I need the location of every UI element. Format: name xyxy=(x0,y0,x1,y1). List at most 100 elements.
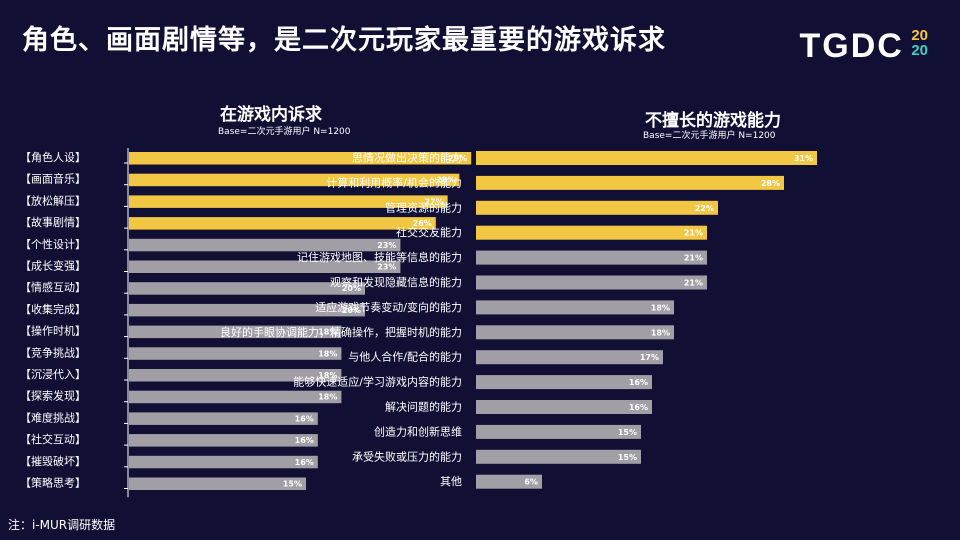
left-bar xyxy=(129,347,342,360)
left-value-label: 23% xyxy=(377,263,396,272)
page-title: 角色、画面剧情等，是二次元玩家最重要的游戏诉求 xyxy=(22,25,666,56)
right-value-label: 18% xyxy=(651,303,670,312)
left-category-label: 【放松解压】 xyxy=(20,193,86,207)
right-category-label: 承受失败或压力的能力 xyxy=(352,449,462,463)
left-bar xyxy=(129,260,401,273)
left-bar xyxy=(129,412,318,425)
left-value-label: 18% xyxy=(318,393,337,402)
right-value-label: 15% xyxy=(618,453,637,462)
right-value-label: 17% xyxy=(640,353,659,362)
right-category-label: 社交交友能力 xyxy=(396,225,462,239)
right-bar xyxy=(476,175,784,190)
left-value-label: 16% xyxy=(295,458,314,467)
left-chart-title: 在游戏内诉求 xyxy=(220,105,322,125)
right-value-label: 28% xyxy=(761,179,780,188)
right-category-label: 适应游戏节奏变动/变向的能力 xyxy=(315,300,462,314)
left-value-label: 20% xyxy=(342,306,361,315)
left-bar xyxy=(129,455,318,469)
left-bar xyxy=(129,434,318,447)
tgdc-logo: TGDC 20 20 xyxy=(800,28,928,64)
right-category-label: 其他 xyxy=(440,475,462,488)
left-value-label: 28% xyxy=(436,176,455,185)
left-bar xyxy=(129,238,401,252)
right-bar xyxy=(476,325,674,340)
left-category-label: 【故事剧情】 xyxy=(20,215,86,229)
right-bar xyxy=(476,200,718,215)
right-bar xyxy=(476,375,652,390)
right-value-label: 22% xyxy=(695,204,714,213)
right-category-label: 解决问题的能力 xyxy=(385,400,462,414)
left-bar xyxy=(129,369,342,382)
right-category-label: 能够快速适应/学习游戏内容的能力 xyxy=(293,375,462,389)
left-value-label: 16% xyxy=(295,414,314,423)
left-category-label: 【个性设计】 xyxy=(20,237,86,251)
left-category-label: 【摧毁破坏】 xyxy=(20,454,86,468)
left-category-label: 【情感互动】 xyxy=(20,281,86,294)
right-category-label: 创造力和创新思维 xyxy=(374,424,462,438)
left-category-label: 【沉浸代入】 xyxy=(20,368,86,381)
left-category-label: 【探索发现】 xyxy=(20,389,86,403)
left-value-label: 18% xyxy=(318,328,337,337)
right-chart-title: 不擅长的游戏能力 xyxy=(645,111,781,131)
right-bar xyxy=(476,474,542,489)
left-bar xyxy=(129,173,460,187)
right-value-label: 15% xyxy=(618,428,637,437)
left-category-label: 【操作时机】 xyxy=(20,324,86,338)
left-bar xyxy=(129,325,342,339)
right-category-label: 计算和利用概率/机会的能力 xyxy=(326,175,462,189)
right-category-label: 良好的手眼协调能力，精确操作，把握时机的能力 xyxy=(220,325,462,339)
right-value-label: 21% xyxy=(684,229,703,238)
left-bar xyxy=(129,195,448,208)
left-category-label: 【策略思考】 xyxy=(20,476,86,490)
right-value-label: 21% xyxy=(684,254,703,263)
right-category-label: 思情况做出决策的能力 xyxy=(352,151,462,165)
left-category-label: 【角色人设】 xyxy=(20,150,86,164)
left-bar xyxy=(129,390,342,404)
right-value-label: 16% xyxy=(629,378,648,387)
right-value-label: 21% xyxy=(684,279,703,288)
logo-text: TGDC xyxy=(799,27,904,65)
left-value-label: 23% xyxy=(377,241,396,250)
right-category-label: 记住游戏地图、技能等信息的能力 xyxy=(297,250,462,264)
left-value-label: 16% xyxy=(295,436,314,445)
right-bar xyxy=(476,300,674,315)
left-category-label: 【社交互动】 xyxy=(20,432,86,446)
left-category-label: 【竞争挑战】 xyxy=(20,345,86,359)
logo-year-top: 20 xyxy=(911,27,928,44)
source-note: 注：i-MUR调研数据 xyxy=(8,518,116,532)
right-bar xyxy=(476,250,707,265)
left-chart-base: Base=二次元手游用户 N=1200 xyxy=(218,127,351,137)
left-value-label: 29% xyxy=(448,154,467,163)
right-value-label: 6% xyxy=(524,478,538,487)
left-category-label: 【画面音乐】 xyxy=(20,172,86,186)
right-bar xyxy=(476,225,707,240)
left-bar xyxy=(129,217,436,230)
right-bar xyxy=(476,424,641,439)
right-chart-base: Base=二次元手游用户 N=1200 xyxy=(643,131,776,141)
left-category-label: 【收集完成】 xyxy=(20,302,86,316)
right-value-label: 31% xyxy=(794,154,813,163)
left-bar xyxy=(129,152,472,165)
left-bar xyxy=(129,477,306,490)
right-value-label: 16% xyxy=(629,403,648,412)
left-category-label: 【难度挑战】 xyxy=(20,410,86,424)
right-bar xyxy=(476,449,641,464)
left-category-label: 【成长变强】 xyxy=(20,259,86,273)
left-bar xyxy=(129,303,365,317)
right-bar xyxy=(476,400,652,414)
right-value-label: 18% xyxy=(651,328,670,337)
left-value-label: 27% xyxy=(424,197,443,206)
logo-year-bottom: 20 xyxy=(911,42,928,59)
left-bar xyxy=(129,282,365,295)
right-bar xyxy=(476,275,707,290)
left-value-label: 18% xyxy=(318,371,337,380)
logo-year: 20 20 xyxy=(911,28,928,58)
right-category-label: 与他人合作/配合的能力 xyxy=(348,350,462,364)
left-value-label: 15% xyxy=(283,480,302,489)
right-category-label: 管理资源的能力 xyxy=(385,200,462,214)
left-value-label: 20% xyxy=(342,284,361,293)
left-value-label: 18% xyxy=(318,349,337,358)
right-category-label: 观察和发现隐藏信息的能力 xyxy=(330,275,462,289)
right-bar xyxy=(476,151,817,165)
